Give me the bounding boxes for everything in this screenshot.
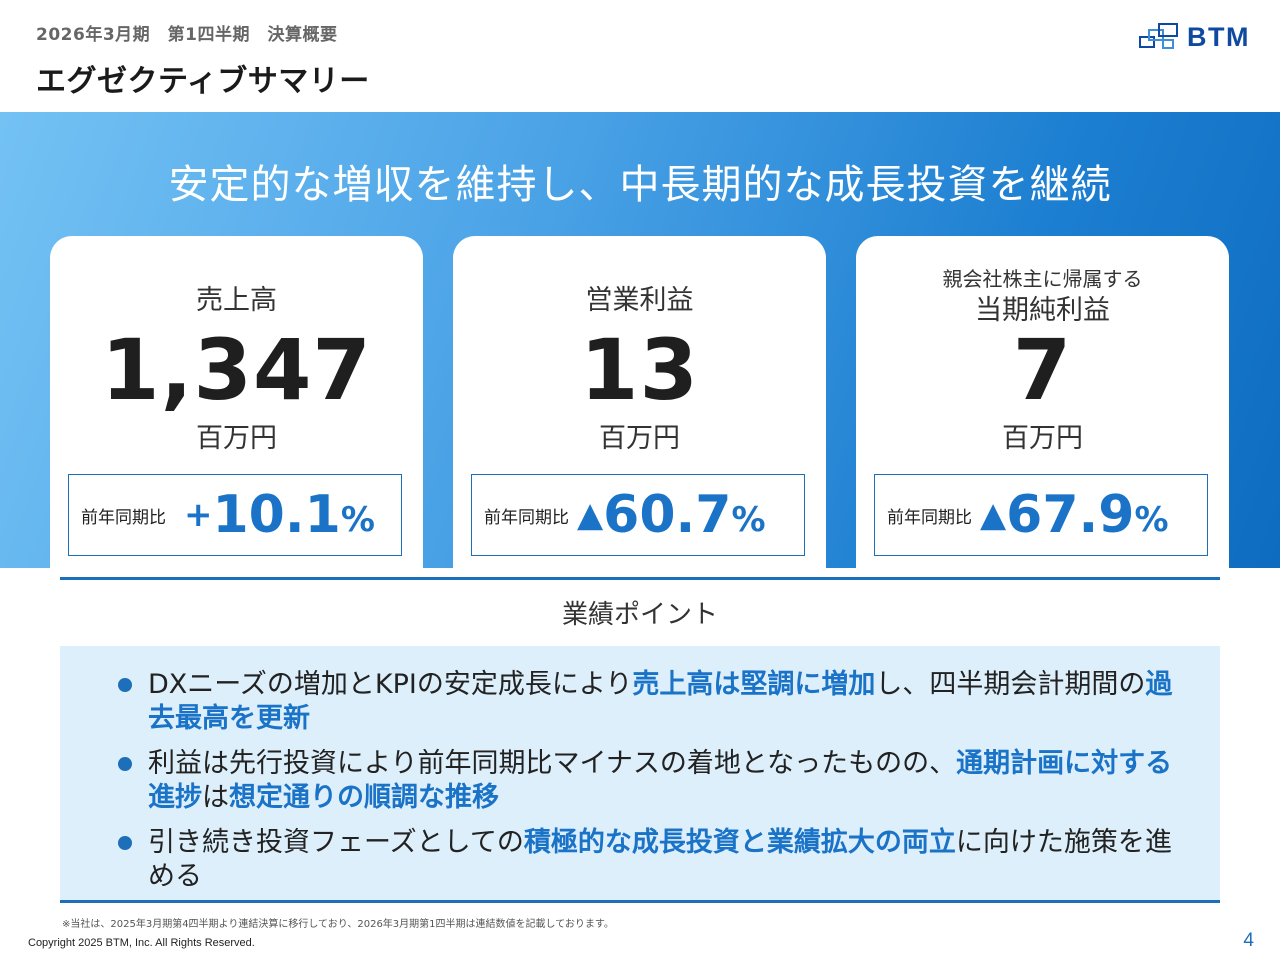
banner-headline: 安定的な増収を維持し、中長期的な成長投資を継続 xyxy=(168,162,1112,208)
copyright: Copyright 2025 BTM, Inc. All Rights Rese… xyxy=(28,937,255,949)
point-item: DXニーズの増加とKPIの安定成長により売上高は堅調に増加し、四半期会計期間の過… xyxy=(118,668,1178,736)
kpi-label: 売上高 xyxy=(196,285,277,316)
kpi-card-net-income: 親会社株主に帰属する 当期純利益 7 百万円 前年同期比 ▲ 67.9 % xyxy=(856,236,1229,570)
kpi-label: 当期純利益 xyxy=(975,295,1110,326)
kpi-label: 営業利益 xyxy=(585,285,694,316)
yoy-value: 67.9 xyxy=(1006,485,1135,545)
yoy-percent: % xyxy=(340,500,375,540)
point-item: 利益は先行投資により前年同期比マイナスの着地となったものの、通期計画に対する進捗… xyxy=(118,747,1178,815)
kpi-unit: 百万円 xyxy=(196,423,277,454)
point-highlight: 積極的な成長投資と業績拡大の両立 xyxy=(523,827,956,858)
point-text: 引き続き投資フェーズとしての積極的な成長投資と業績拡大の両立に向けた施策を進める xyxy=(148,826,1178,894)
kpi-unit: 百万円 xyxy=(599,423,680,454)
yoy-box: 前年同期比 ▲ 67.9 % xyxy=(874,474,1208,556)
kpi-label-prefix: 親会社株主に帰属する xyxy=(942,267,1143,291)
kpi-card-operating-profit: 営業利益 13 百万円 前年同期比 ▲ 60.7 % xyxy=(453,236,826,570)
point-text-part: 利益は先行投資により前年同期比マイナスの着地となったものの、 xyxy=(148,748,957,779)
company-logo: BTM xyxy=(1139,22,1250,53)
point-text-part: に向けた施策を進める xyxy=(148,827,1172,892)
bullet-icon xyxy=(118,678,132,692)
points-section-title: 業績ポイント xyxy=(561,600,718,630)
bullet-icon xyxy=(118,757,132,771)
logo-mark-icon xyxy=(1139,22,1179,49)
page-number: 4 xyxy=(1243,930,1254,951)
yoy-sign: + xyxy=(184,495,213,535)
point-highlight: 過去最高を更新 xyxy=(148,669,1173,734)
point-text-part: DXニーズの増加とKPIの安定成長により xyxy=(148,669,633,700)
kpi-value: 7 xyxy=(1012,321,1073,419)
yoy-box: 前年同期比 + 10.1 % xyxy=(68,474,402,556)
yoy-sign: ▲ xyxy=(577,495,604,535)
point-highlight: 通期計画に対する進捗 xyxy=(148,748,1173,813)
point-text: 利益は先行投資により前年同期比マイナスの着地となったものの、通期計画に対する進捗… xyxy=(148,747,1178,815)
yoy-label: 前年同期比 xyxy=(484,507,569,528)
kpi-unit: 百万円 xyxy=(1002,423,1083,454)
footnote: ※当社は、2025年3月期第4四半期より連結決算に移行しており、2026年3月期… xyxy=(62,919,614,930)
logo-text: BTM xyxy=(1187,22,1250,52)
yoy-percent: % xyxy=(731,500,766,540)
point-text-part: は xyxy=(202,782,229,813)
point-text: DXニーズの増加とKPIの安定成長により売上高は堅調に増加し、四半期会計期間の過… xyxy=(148,668,1178,736)
yoy-label: 前年同期比 xyxy=(887,507,972,528)
yoy-value: 60.7 xyxy=(603,485,732,545)
bullet-icon xyxy=(118,836,132,850)
point-text-part: し、四半期会計期間の xyxy=(875,669,1146,700)
yoy-value: 10.1 xyxy=(212,485,341,545)
slide-title: エグゼクティブサマリー xyxy=(36,64,370,99)
point-highlight: 想定通りの順調な推移 xyxy=(229,782,499,813)
slide-subtitle: 2026年3月期 第1四半期 決算概要 xyxy=(36,25,338,45)
kpi-value: 1,347 xyxy=(101,321,372,419)
point-item: 引き続き投資フェーズとしての積極的な成長投資と業績拡大の両立に向けた施策を進める xyxy=(118,826,1178,894)
point-text-part: 引き続き投資フェーズとしての xyxy=(148,827,524,858)
kpi-card-sales: 売上高 1,347 百万円 前年同期比 + 10.1 % xyxy=(50,236,423,570)
yoy-label: 前年同期比 xyxy=(81,507,166,528)
points-box: DXニーズの増加とKPIの安定成長により売上高は堅調に増加し、四半期会計期間の過… xyxy=(60,646,1220,903)
section-divider xyxy=(60,577,1220,580)
point-highlight: 売上高は堅調に増加 xyxy=(632,669,876,700)
yoy-box: 前年同期比 ▲ 60.7 % xyxy=(471,474,805,556)
yoy-sign: ▲ xyxy=(980,495,1007,535)
yoy-percent: % xyxy=(1134,500,1169,540)
kpi-value: 13 xyxy=(580,321,699,419)
